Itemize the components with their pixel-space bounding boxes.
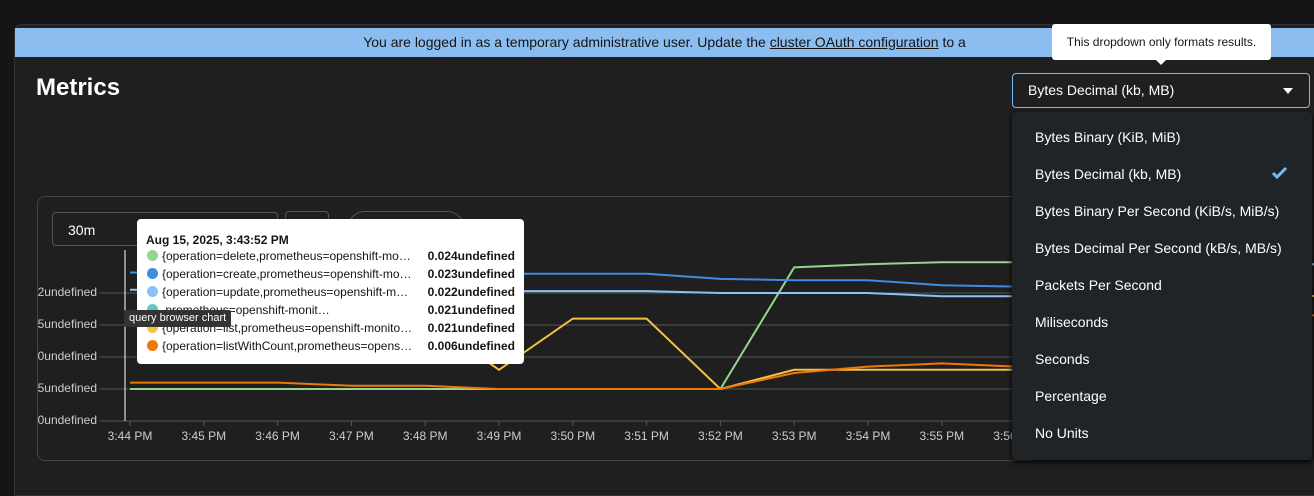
series-swatch [147, 250, 158, 261]
x-tick-label: 3:46 PM [255, 429, 300, 443]
hover-time: Aug 15, 2025, 3:43:52 PM [146, 233, 289, 247]
series-swatch [147, 304, 158, 315]
x-tick-label: 3:47 PM [329, 429, 374, 443]
dropdown-menu: Bytes Binary (KiB, MiB) Bytes Decimal (kb… [1012, 112, 1312, 460]
series-value: 0.024undefined [427, 249, 515, 263]
tooltip-arrow [1154, 58, 1168, 72]
dropdown-option[interactable]: Seconds [1035, 351, 1090, 367]
x-tick-label: 3:48 PM [403, 429, 448, 443]
series-value: 0.021undefined [427, 303, 515, 317]
series-label: {operation=update,prometheus=openshift-m… [162, 285, 409, 299]
y-tick-label: 0undefined [38, 413, 97, 427]
page-title: Metrics [36, 74, 121, 101]
y-tick-label: 0undefined [38, 349, 97, 363]
time-range-value: 30m [68, 222, 96, 238]
series-value: 0.006undefined [427, 339, 515, 353]
dropdown-tooltip: This dropdown only formats results. [1052, 24, 1271, 65]
y-tick-label: 5undefined [38, 317, 97, 331]
series-value: 0.021undefined [427, 321, 515, 335]
x-tick-label: 3:49 PM [477, 429, 522, 443]
dropdown-selected: Bytes Decimal (kb, MB) [1028, 82, 1175, 98]
series-value: 0.023undefined [427, 267, 515, 281]
x-tick-label: 3:53 PM [772, 429, 817, 443]
dropdown-option[interactable]: Bytes Decimal (kb, MB) [1035, 166, 1182, 182]
series-value: 0.022undefined [427, 285, 515, 299]
body: You are logged in as a temporary adminis… [14, 24, 1314, 496]
series-label: {operation=delete,prometheus=openshift-m… [162, 249, 411, 263]
dropdown-option[interactable]: Miliseconds [1035, 314, 1109, 330]
banner-link[interactable]: cluster OAuth configuration [769, 34, 939, 50]
chart-tooltip: query browser chart [124, 310, 232, 327]
x-tick-label: 3:45 PM [181, 429, 226, 443]
series-swatch [147, 340, 158, 351]
dropdown-option[interactable]: Bytes Decimal Per Second (kB/s, MB/s) [1035, 240, 1282, 256]
x-tick-label: 3:51 PM [624, 429, 669, 443]
y-tick-label: 5undefined [38, 381, 97, 395]
dropdown-option[interactable]: Percentage [1035, 388, 1107, 404]
dropdown-tooltip-text: This dropdown only formats results. [1066, 35, 1257, 49]
dropdown-option[interactable]: Bytes Binary (KiB, MiB) [1035, 129, 1181, 145]
x-tick-label: 3:50 PM [550, 429, 595, 443]
caret [1283, 88, 1293, 94]
y-tick-label: 2undefined [38, 285, 97, 299]
dropdown-option[interactable]: Packets Per Second [1035, 277, 1162, 293]
x-tick-label: 3:55 PM [919, 429, 964, 443]
dropdown-option[interactable]: Bytes Binary Per Second (KiB/s, MiB/s) [1035, 203, 1280, 219]
page: {"banner":{"text_before":"You are logged… [14, 24, 1314, 496]
dropdown-toggle[interactable]: Bytes Decimal (kb, MB) [1012, 73, 1310, 108]
x-tick-label: 3:44 PM [108, 429, 153, 443]
hover-tooltip: Aug 15, 2025, 3:43:52 PM {operation=dele… [137, 219, 524, 364]
check-icon [1272, 166, 1288, 180]
x-tick-label: 3:52 PM [698, 429, 743, 443]
series-swatch [147, 268, 158, 279]
dropdown-option[interactable]: No Units [1035, 425, 1089, 441]
series-swatch [147, 286, 158, 297]
x-tick-label: 3:54 PM [846, 429, 891, 443]
banner-text-end: to a [938, 34, 966, 50]
series-label: {operation=create,prometheus=openshift-m… [162, 267, 412, 281]
series-label: {operation=listWithCount,prometheus=open… [162, 339, 413, 353]
banner-text: You are logged in as a temporary adminis… [363, 34, 770, 50]
series-swatch [147, 322, 158, 333]
